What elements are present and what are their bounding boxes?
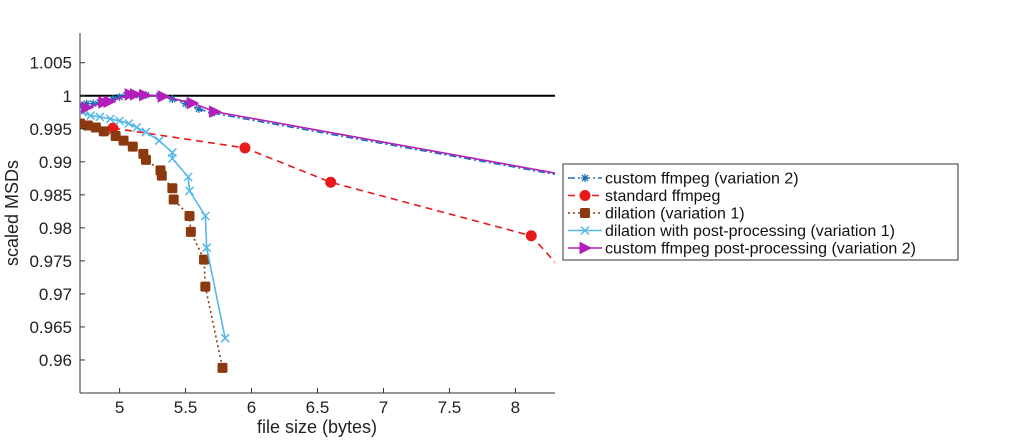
x-tick-label: 5: [115, 398, 124, 417]
legend-label: custom ffmpeg post-processing (variation…: [605, 241, 916, 258]
plot-area: 5 5.5 6 6.5 7 7.5 8 0.96 0.965 0.97 0.975 0.98 0.98…: [29, 33, 555, 417]
data-point: [194, 104, 203, 113]
y-tick-label: 1.005: [29, 54, 72, 73]
data-point: [186, 96, 200, 110]
legend-entry: custom ffmpeg (variation 2): [568, 171, 799, 188]
x-tick-label: 7: [379, 398, 388, 417]
data-point: [199, 254, 210, 265]
y-ticks: 0.96 0.965 0.97 0.975 0.98 0.985 0.99 0.995 1 1.0…: [29, 54, 85, 370]
data-point: [82, 99, 91, 108]
data-point: [580, 225, 590, 236]
data-point: [580, 208, 590, 218]
legend-entry: custom ffmpeg post-processing (variation…: [568, 241, 916, 258]
data-point: [183, 172, 193, 182]
data-point: [168, 194, 179, 205]
data-point: [525, 230, 537, 242]
y-tick-label: 0.995: [29, 120, 72, 139]
legend-box: [562, 163, 959, 261]
data-point: [139, 88, 152, 102]
data-point: [108, 95, 117, 104]
y-tick-label: 1: [63, 87, 72, 106]
data-point: [220, 333, 230, 343]
series-layer: [80, 88, 555, 373]
data-point: [129, 88, 143, 101]
legend-label: standard ffmpeg: [605, 188, 720, 205]
data-point: [89, 99, 98, 108]
data-point: [98, 126, 109, 137]
x-tick-label: 5.5: [174, 398, 198, 417]
data-point: [86, 111, 96, 121]
y-tick-label: 0.98: [39, 219, 72, 238]
series-4: [80, 107, 230, 343]
data-point: [325, 176, 337, 188]
data-point: [141, 127, 151, 137]
data-point: [118, 135, 129, 146]
data-point: [154, 136, 164, 146]
data-point: [167, 183, 178, 194]
x-tick-label: 6.5: [306, 398, 330, 417]
legend-entry: dilation with post-processing (variation…: [568, 223, 895, 240]
y-axis-label: scaled MSDs: [2, 160, 22, 266]
data-point: [200, 211, 210, 221]
data-point: [81, 101, 94, 114]
data-point: [115, 93, 124, 102]
legend-label: dilation with post-processing (variation…: [605, 223, 895, 240]
data-point: [95, 112, 105, 122]
x-tick-label: 6: [247, 398, 256, 417]
legend-entry: standard ffmpeg: [568, 188, 720, 205]
data-point: [115, 116, 125, 126]
data-point: [200, 281, 211, 292]
y-tick-label: 0.965: [29, 318, 72, 337]
series-3: [80, 118, 228, 373]
y-tick-label: 0.97: [39, 285, 72, 304]
x-tick-label: 8: [511, 398, 520, 417]
data-point: [202, 243, 212, 253]
data-point: [239, 142, 251, 154]
data-point: [181, 99, 190, 108]
data-point: [132, 122, 142, 132]
legend-entries: custom ffmpeg (variation 2)standard ffmp…: [568, 171, 916, 258]
data-point: [579, 241, 593, 255]
y-tick-label: 0.985: [29, 186, 72, 205]
data-point: [209, 105, 222, 118]
data-point: [184, 186, 195, 196]
y-tick-label: 0.96: [39, 351, 72, 370]
y-tick-label: 0.975: [29, 252, 72, 271]
data-point: [167, 153, 177, 164]
legend-entry: dilation (variation 1): [568, 206, 745, 223]
series-line: [112, 127, 555, 263]
data-point: [579, 190, 591, 201]
y-tick-label: 0.99: [39, 153, 72, 172]
data-point: [157, 90, 171, 103]
data-point: [156, 170, 167, 181]
data-point: [140, 154, 151, 165]
data-point: [124, 118, 134, 129]
data-point: [217, 362, 228, 373]
data-point: [127, 141, 138, 152]
data-point: [185, 226, 196, 237]
data-point: [184, 210, 195, 221]
series-5: [81, 88, 555, 174]
series-line: [80, 122, 224, 369]
data-point: [103, 95, 117, 109]
legend: custom ffmpeg (variation 2)standard ffmp…: [562, 163, 959, 261]
x-ticks: 5 5.5 6 6.5 7 7.5 8: [115, 388, 520, 417]
series-line: [82, 111, 226, 339]
data-point: [581, 174, 589, 182]
data-point: [105, 114, 115, 124]
legend-label: custom ffmpeg (variation 2): [605, 171, 799, 188]
x-axis-label: file size (bytes): [257, 417, 377, 437]
x-tick-label: 7.5: [438, 398, 462, 417]
legend-label: dilation (variation 1): [605, 206, 745, 223]
